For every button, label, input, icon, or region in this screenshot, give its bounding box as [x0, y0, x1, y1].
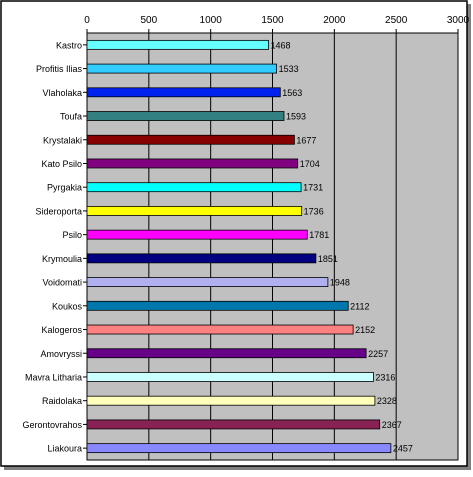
category-label: Raidolaka: [42, 396, 82, 406]
bar: [86, 419, 381, 430]
category-label: Gerontovrahos: [22, 420, 82, 430]
data-label: 2328: [377, 396, 397, 406]
category-label: Koukos: [52, 301, 83, 311]
x-tick-label: 2000: [323, 15, 346, 26]
bar: [86, 134, 295, 145]
data-label: 2257: [368, 349, 388, 359]
category-label: Vlaholaka: [42, 88, 82, 98]
data-label: 2316: [375, 372, 395, 382]
bar: [86, 111, 285, 121]
bar: [86, 395, 376, 406]
plot-border: [86, 32, 459, 461]
data-label: 1781: [309, 230, 329, 240]
data-label: 1948: [330, 278, 350, 288]
category-label: Krymoulia: [42, 254, 82, 264]
x-tick-label: 3000: [447, 15, 470, 26]
category-label: Mavra Litharia: [25, 372, 82, 382]
category-label: Liakoura: [47, 444, 82, 454]
data-label: 1563: [282, 88, 302, 98]
data-label: 1736: [304, 206, 324, 216]
category-label: Psilo: [62, 230, 82, 240]
category-label: Kalogeros: [41, 325, 82, 335]
category-label: Toufa: [60, 112, 82, 122]
x-tick-label: 1500: [261, 15, 284, 26]
x-tick-label: 1000: [200, 15, 223, 26]
category-label: Voidomati: [42, 278, 82, 288]
bar: [86, 324, 354, 335]
bar: [86, 87, 281, 98]
category-label: Amovryssi: [40, 349, 82, 359]
category-label: Profitis Ilias: [36, 64, 83, 74]
bar: [86, 372, 374, 382]
bar: [86, 443, 392, 454]
data-label: 1533: [279, 64, 299, 74]
x-tick-label: 2500: [385, 15, 408, 26]
bar: [86, 348, 367, 359]
data-label: 1677: [296, 135, 316, 145]
bar: [86, 206, 303, 216]
data-label: 1468: [271, 40, 291, 50]
data-label: 1731: [303, 183, 323, 193]
category-label: Krystalaki: [43, 135, 82, 145]
data-label: 2112: [350, 301, 369, 311]
data-label: 1851: [318, 254, 338, 264]
data-label: 2152: [355, 325, 375, 335]
category-label: Sideroporta: [35, 206, 82, 216]
category-label: Pyrgakia: [47, 183, 82, 193]
bar: [86, 253, 317, 264]
bar: [86, 39, 269, 50]
data-label: 2367: [382, 420, 402, 430]
x-tick-label: 0: [84, 15, 90, 26]
data-label: 1593: [286, 112, 306, 122]
x-tick-label: 500: [140, 15, 157, 26]
bar: [86, 182, 302, 193]
bar: [86, 277, 329, 287]
data-label: 1704: [300, 159, 320, 169]
bar: [86, 229, 308, 240]
data-label: 2457: [393, 444, 413, 454]
category-label: Kato Psilo: [41, 159, 82, 169]
bar: [86, 300, 349, 311]
bar: [86, 63, 277, 74]
bar: [86, 158, 299, 169]
category-label: Kastro: [56, 40, 82, 50]
